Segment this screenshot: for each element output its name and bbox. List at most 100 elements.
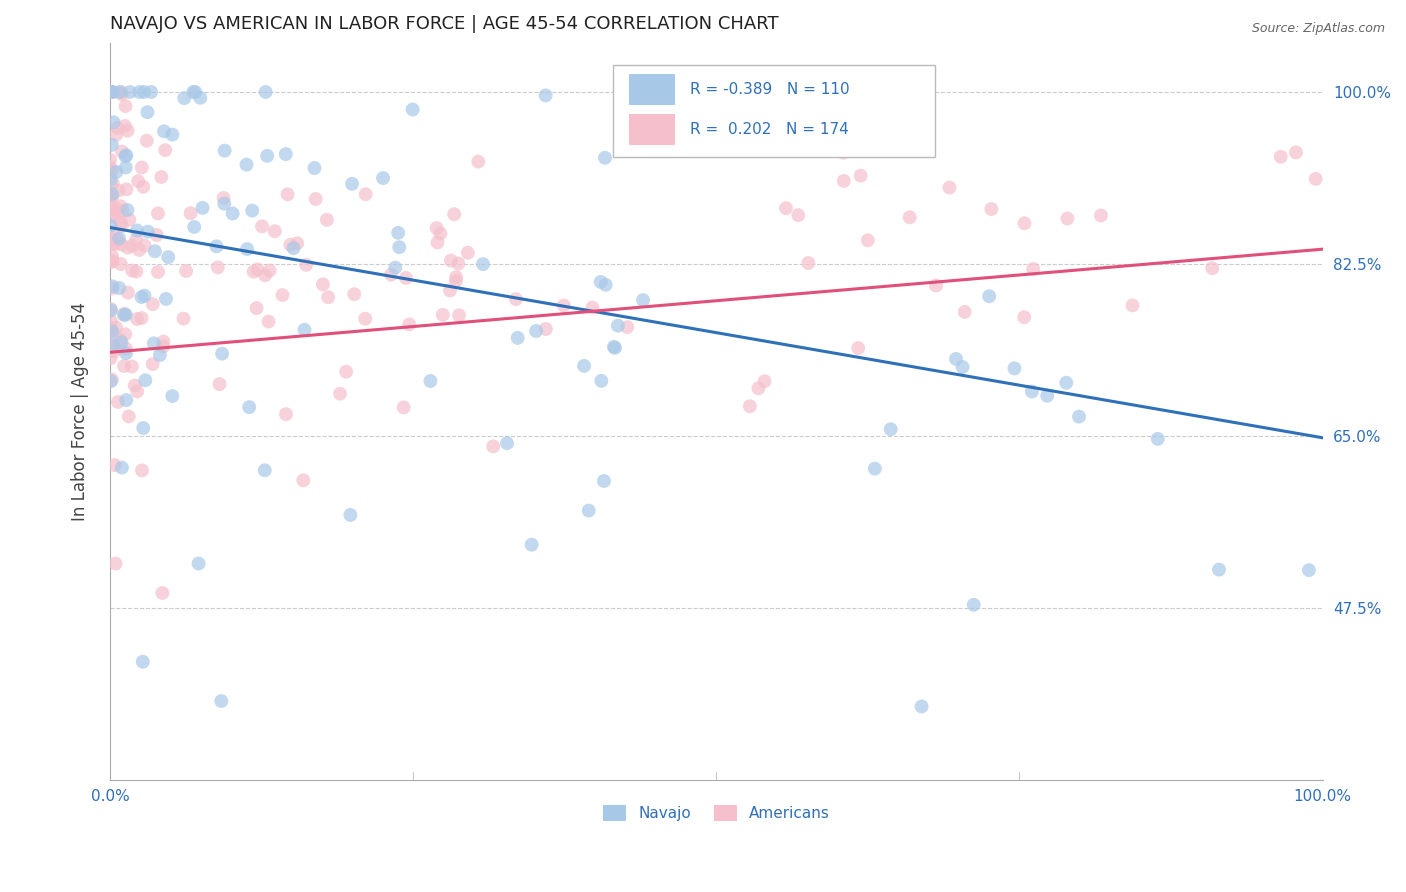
Point (589, 275, 612, 289)
Point (1208, 563, 1230, 577)
Point (134, 238, 156, 252)
Point (952, 359, 974, 374)
Point (603, 341, 626, 355)
Point (108, 281, 131, 295)
Point (114, 308, 136, 322)
Point (150, 586, 173, 600)
Point (910, 699, 932, 714)
Point (121, 263, 143, 277)
Point (100, 85, 122, 99)
Point (259, 263, 281, 277)
Point (115, 346, 138, 360)
Point (98, 321, 121, 335)
Point (647, 87, 669, 101)
Point (131, 311, 153, 326)
Point (388, 240, 411, 254)
Point (134, 289, 156, 303)
Point (214, 144, 236, 158)
Point (467, 154, 489, 169)
Point (426, 235, 449, 250)
Point (254, 268, 277, 283)
Point (211, 346, 233, 360)
Point (187, 557, 209, 571)
Point (152, 334, 174, 349)
Point (98, 235, 121, 249)
Point (832, 174, 855, 188)
Point (105, 232, 128, 246)
Point (98, 153, 121, 167)
Point (98, 187, 121, 202)
Point (124, 378, 146, 392)
Point (553, 299, 575, 313)
Point (98, 323, 121, 337)
Point (103, 115, 125, 129)
Text: Source: ZipAtlas.com: Source: ZipAtlas.com (1251, 22, 1385, 36)
Point (205, 239, 228, 253)
Point (603, 340, 626, 354)
Point (1298, 563, 1320, 577)
Point (1036, 389, 1059, 403)
Point (111, 460, 134, 475)
Point (142, 297, 165, 311)
Point (371, 171, 394, 186)
Point (894, 143, 917, 157)
Point (101, 190, 124, 204)
Point (132, 655, 155, 669)
Point (132, 421, 155, 435)
Point (108, 231, 131, 245)
Point (173, 311, 195, 326)
Point (606, 318, 628, 333)
Point (305, 192, 328, 206)
Point (143, 244, 166, 259)
Point (280, 237, 302, 252)
Point (294, 323, 316, 337)
Point (100, 85, 122, 99)
Point (925, 278, 948, 293)
Point (117, 124, 139, 138)
Point (104, 557, 127, 571)
Point (1090, 209, 1112, 223)
Point (591, 374, 613, 388)
Point (520, 538, 543, 552)
Point (209, 694, 232, 708)
Point (152, 339, 174, 353)
Point (263, 224, 285, 238)
Point (107, 120, 129, 135)
Point (100, 189, 122, 203)
Point (329, 386, 352, 401)
Point (100, 303, 122, 318)
Point (111, 203, 134, 218)
Point (101, 372, 124, 386)
Point (108, 85, 131, 99)
Point (155, 292, 177, 306)
Point (183, 85, 205, 99)
Point (174, 264, 197, 278)
Point (444, 270, 467, 285)
Text: NAVAJO VS AMERICAN IN LABOR FORCE | AGE 45-54 CORRELATION CHART: NAVAJO VS AMERICAN IN LABOR FORCE | AGE … (110, 15, 779, 33)
Point (146, 206, 169, 220)
Point (100, 200, 122, 214)
Point (98, 231, 121, 245)
Point (439, 284, 461, 298)
Point (292, 473, 315, 487)
Point (101, 254, 124, 268)
Point (401, 103, 423, 117)
Point (110, 237, 132, 252)
Point (339, 508, 361, 522)
Point (354, 187, 377, 202)
Point (100, 172, 122, 186)
Point (103, 333, 125, 347)
Point (115, 182, 138, 196)
Point (100, 219, 122, 233)
Point (111, 87, 134, 102)
Point (118, 212, 141, 227)
Point (429, 227, 451, 241)
Point (134, 373, 156, 387)
Point (136, 225, 159, 239)
Point (754, 374, 776, 388)
Point (581, 301, 603, 315)
Point (105, 236, 128, 251)
Point (1014, 216, 1036, 230)
Point (139, 85, 162, 99)
Point (631, 293, 654, 307)
